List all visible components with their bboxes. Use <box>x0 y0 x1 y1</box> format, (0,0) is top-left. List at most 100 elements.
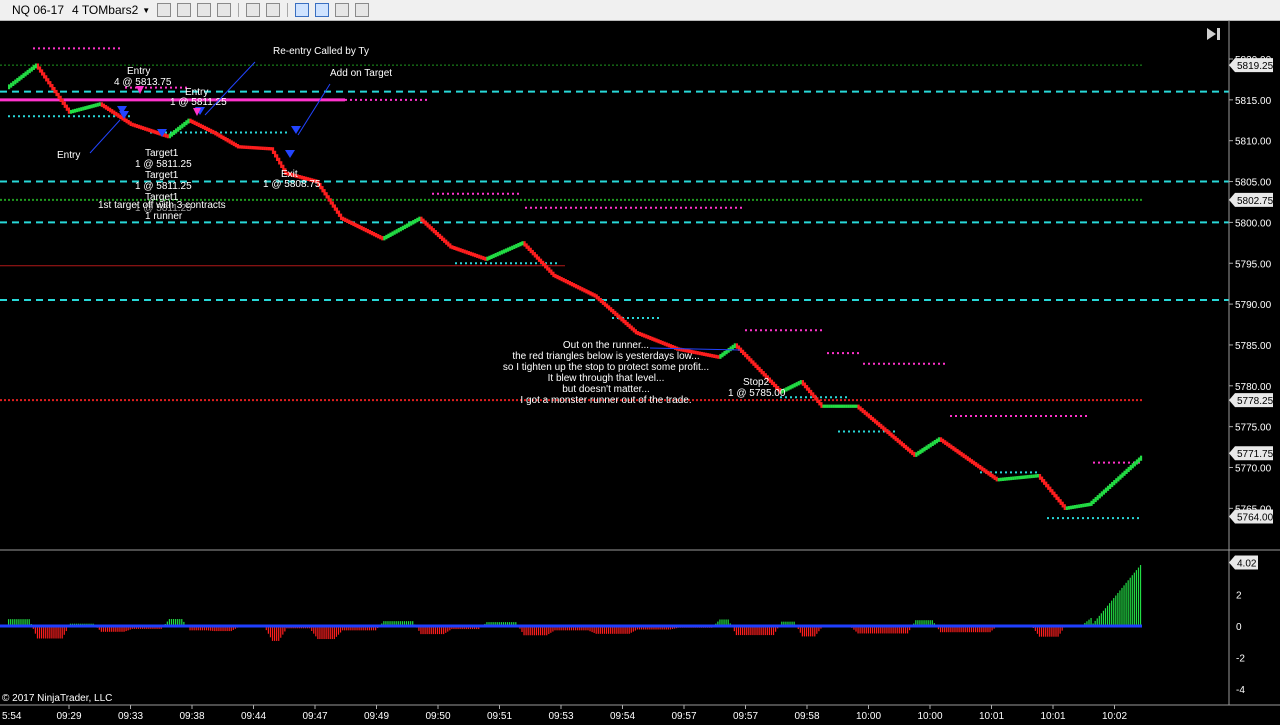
oscillator-bar <box>1119 590 1121 626</box>
price-bar <box>515 243 518 249</box>
oscillator-bar <box>383 621 385 626</box>
time-axis[interactable]: 5:54 09:29 09:33 09:38 09:44 09:47 09:49 09:50 0… <box>0 704 1280 722</box>
price-bar <box>263 146 266 151</box>
price-bar <box>527 245 530 251</box>
price-bar <box>970 459 974 464</box>
price-bar <box>921 448 924 453</box>
price-bar <box>764 373 767 379</box>
skip-to-end-icon[interactable] <box>1207 28 1220 40</box>
price-bar <box>937 437 941 442</box>
instrument-selector[interactable]: NQ 06-17 <box>12 3 65 17</box>
oscillator-bar <box>356 626 358 631</box>
oscillator-bar <box>391 621 393 626</box>
screenshot-icon[interactable] <box>335 3 350 17</box>
oscillator-bar <box>57 626 59 639</box>
oscillator-bar <box>193 626 195 631</box>
oscillator-bar <box>603 626 606 634</box>
oscillator-bar <box>447 626 449 632</box>
star-icon[interactable] <box>197 3 212 17</box>
price-bar <box>309 177 312 182</box>
price-tick-label: 5800.00 <box>1235 218 1272 229</box>
oscillator-bar <box>925 620 927 626</box>
oscillator-bar <box>360 626 362 631</box>
price-bar <box>228 139 231 144</box>
pencil-icon[interactable] <box>177 3 192 17</box>
price-bar <box>218 133 221 138</box>
oscillator-bar <box>991 626 993 631</box>
price-bar <box>832 404 835 408</box>
properties-icon[interactable] <box>266 3 281 17</box>
oscillator-bar <box>607 626 610 634</box>
oscillator-bar <box>1133 572 1135 626</box>
price-bar <box>372 231 376 237</box>
chevron-down-icon[interactable]: ▼ <box>142 5 151 15</box>
oscillator-bar <box>902 626 905 634</box>
price-bar <box>1094 496 1097 503</box>
price-bar <box>426 222 429 228</box>
price-bar <box>424 220 427 226</box>
price-bar <box>1123 470 1126 476</box>
price-bar <box>859 406 862 412</box>
trade-note: Out on the runner... the red triangles b… <box>503 340 709 406</box>
template-selector[interactable]: 4 TOMbars2 <box>72 3 139 17</box>
oscillator-bar <box>426 626 428 635</box>
oscillator-bar <box>372 626 375 631</box>
chart-canvas[interactable]: 5820.005815.005810.005805.005800.005795.… <box>0 20 1280 725</box>
time-label: 09:38 <box>179 711 204 722</box>
oscillator-bar <box>218 626 220 632</box>
price-bar <box>354 222 357 228</box>
chart-trader-icon[interactable] <box>295 3 310 17</box>
price-bar <box>40 69 44 76</box>
oscillator-bar <box>362 626 364 631</box>
price-bar <box>148 128 151 133</box>
zoom-icon[interactable] <box>246 3 261 17</box>
price-tag <box>1229 192 1273 207</box>
oscillator-bar <box>762 626 764 636</box>
price-bar <box>455 246 458 251</box>
price-tick-label: 5815.00 <box>1235 96 1272 107</box>
price-bar <box>694 350 697 355</box>
eraser-icon[interactable] <box>217 3 232 17</box>
price-axis[interactable]: 5820.005815.005810.005805.005800.005795.… <box>1229 55 1274 696</box>
price-bar <box>181 123 184 129</box>
price-bar <box>389 232 392 237</box>
price-bar <box>162 132 165 137</box>
window-icon[interactable] <box>355 3 370 17</box>
price-bar <box>216 132 219 137</box>
oscillator-bar <box>22 619 24 626</box>
oscillator-bar <box>873 626 876 634</box>
data-box-icon[interactable] <box>315 3 330 17</box>
oscillator-bar <box>438 626 441 635</box>
price-bar <box>249 145 252 150</box>
price-bar <box>575 284 578 289</box>
price-bar <box>680 347 683 352</box>
price-bar <box>104 105 108 110</box>
price-bar <box>317 179 320 187</box>
price-bar <box>506 247 510 252</box>
oscillator-bar <box>51 626 53 639</box>
oscillator-bar <box>653 626 655 630</box>
price-bar <box>781 389 784 394</box>
price-bar <box>552 271 555 278</box>
oscillator-bar <box>183 621 185 626</box>
price-bar <box>531 249 534 256</box>
price-bar <box>230 140 233 145</box>
target-label: Target1 <box>145 192 179 203</box>
price-bar <box>265 146 268 151</box>
price-bar <box>655 338 658 343</box>
price-bar <box>319 182 322 190</box>
price-bar <box>1106 485 1110 491</box>
oscillator-bar <box>616 626 618 634</box>
price-bar <box>1032 474 1035 478</box>
bar-type-icon[interactable] <box>157 3 172 17</box>
oscillator-bar <box>1088 619 1090 626</box>
oscillator-bar <box>1036 626 1039 634</box>
price-bar <box>517 243 520 248</box>
price-bar <box>700 351 703 356</box>
price-bar <box>175 128 178 134</box>
price-bar <box>622 318 625 324</box>
price-bar <box>659 340 662 345</box>
oscillator-bar <box>269 626 272 638</box>
price-bar <box>55 89 58 97</box>
oscillator-bar <box>1117 592 1119 626</box>
